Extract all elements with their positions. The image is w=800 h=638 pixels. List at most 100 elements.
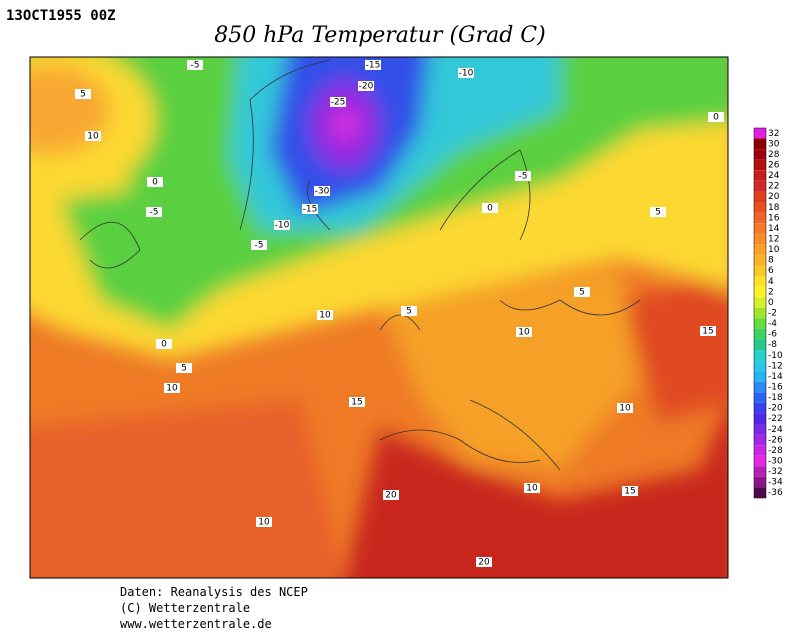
contour-label-box (515, 171, 531, 181)
colorbar-box (754, 466, 766, 477)
colorbar-box (754, 392, 766, 403)
colorbar-box (754, 487, 766, 498)
contour-label-box (516, 327, 532, 337)
contour-label: -10 (459, 69, 474, 79)
contour-label: -30 (315, 187, 330, 197)
contour-label-box (401, 306, 417, 316)
colorbar-label: -16 (768, 383, 783, 393)
contour-label: 10 (518, 328, 530, 338)
colorbar-label: -6 (768, 330, 777, 340)
colorbar-label: 14 (768, 224, 780, 234)
colorbar-label: 2 (768, 287, 774, 297)
contour-label-box (524, 483, 540, 493)
colorbar-label: 20 (768, 192, 780, 202)
contour-label: 0 (152, 178, 158, 188)
colorbar-box (754, 434, 766, 446)
contour-label: 15 (702, 327, 713, 337)
contour-label-box (482, 203, 498, 213)
colorbar-label: -2 (768, 309, 777, 319)
colorbar-box (754, 180, 766, 192)
colorbar-label: 6 (768, 266, 774, 276)
contour-label-box (75, 89, 91, 99)
contour-label-box (317, 310, 333, 320)
colorbar-label: 4 (768, 277, 774, 287)
contour-label: -15 (303, 205, 318, 215)
colorbar-box (754, 350, 766, 361)
colorbar-label: 8 (768, 256, 774, 266)
colorbar: 32302826242220181614121086420-2-4-6-8-10… (753, 127, 783, 499)
contour-label-box (302, 204, 318, 214)
contour-label: 5 (406, 307, 412, 317)
colorbar-label: 30 (768, 139, 780, 149)
colorbar-box (754, 138, 766, 150)
contour-label: 10 (258, 518, 270, 528)
colorbar-box (754, 159, 766, 171)
colorbar-label: -30 (768, 457, 783, 467)
contour-label-box (147, 177, 163, 187)
footer-line: Daten: Reanalysis des NCEP (120, 585, 308, 599)
contour-label-box (358, 81, 374, 91)
contour-label-box (146, 207, 162, 217)
contour-label-box (251, 240, 267, 250)
contour-label: 10 (619, 404, 631, 414)
contour-label-box (274, 220, 290, 230)
colorbar-box (754, 244, 766, 255)
contour-label: 5 (181, 364, 187, 374)
colorbar-label: 32 (768, 129, 779, 139)
contour-label-box (187, 60, 203, 70)
colorbar-box (754, 371, 766, 382)
colorbar-box (754, 202, 766, 213)
contour-label: 15 (351, 398, 362, 408)
contour-label: 5 (579, 288, 585, 298)
contour-label: 10 (166, 384, 178, 394)
colorbar-label: 28 (768, 150, 780, 160)
colorbar-box (754, 445, 766, 456)
colorbar-box (754, 276, 766, 287)
colorbar-label: -24 (768, 425, 783, 435)
colorbar-box (754, 254, 766, 266)
colorbar-label: -20 (768, 404, 783, 414)
contour-label: -15 (366, 61, 381, 71)
contour-label: 5 (80, 90, 86, 100)
contour-label-box (617, 403, 633, 413)
contour-label-box (708, 112, 724, 122)
colorbar-label: -8 (768, 340, 777, 350)
colorbar-label: 18 (768, 203, 780, 213)
colorbar-label: 26 (768, 161, 780, 171)
colorbar-box (754, 223, 766, 234)
colorbar-label: 22 (768, 182, 779, 192)
colorbar-label: -4 (768, 319, 777, 329)
contour-label-box (256, 517, 272, 527)
contour-label: 15 (624, 487, 635, 497)
colorbar-box (754, 413, 766, 424)
contour-label: 0 (713, 113, 719, 123)
contour-label-box (314, 186, 330, 196)
colorbar-box (754, 307, 766, 319)
contour-label: -5 (519, 172, 528, 182)
colorbar-box (754, 212, 766, 224)
colorbar-box (754, 476, 766, 488)
colorbar-box (754, 170, 766, 181)
map-title: 850 hPa Temperatur (Grad C) (214, 23, 545, 48)
contour-label-box (476, 557, 492, 567)
colorbar-box (754, 128, 766, 139)
colorbar-box (754, 328, 766, 340)
contour-label-box (176, 363, 192, 373)
colorbar-box (754, 424, 766, 435)
contour-label: -5 (191, 61, 200, 71)
contour-label: -25 (331, 98, 346, 108)
contour-label: 5 (655, 208, 661, 218)
footer-line: www.wetterzentrale.de (120, 617, 272, 631)
contour-label-box (330, 97, 346, 107)
colorbar-box (754, 297, 766, 308)
colorbar-label: 0 (768, 298, 774, 308)
colorbar-label: -22 (768, 414, 783, 424)
colorbar-box (754, 381, 766, 393)
contour-label: 10 (87, 132, 99, 142)
contour-label-box (85, 131, 101, 141)
contour-label-box (349, 397, 365, 407)
colorbar-label: -28 (768, 446, 783, 456)
colorbar-box (754, 265, 766, 276)
